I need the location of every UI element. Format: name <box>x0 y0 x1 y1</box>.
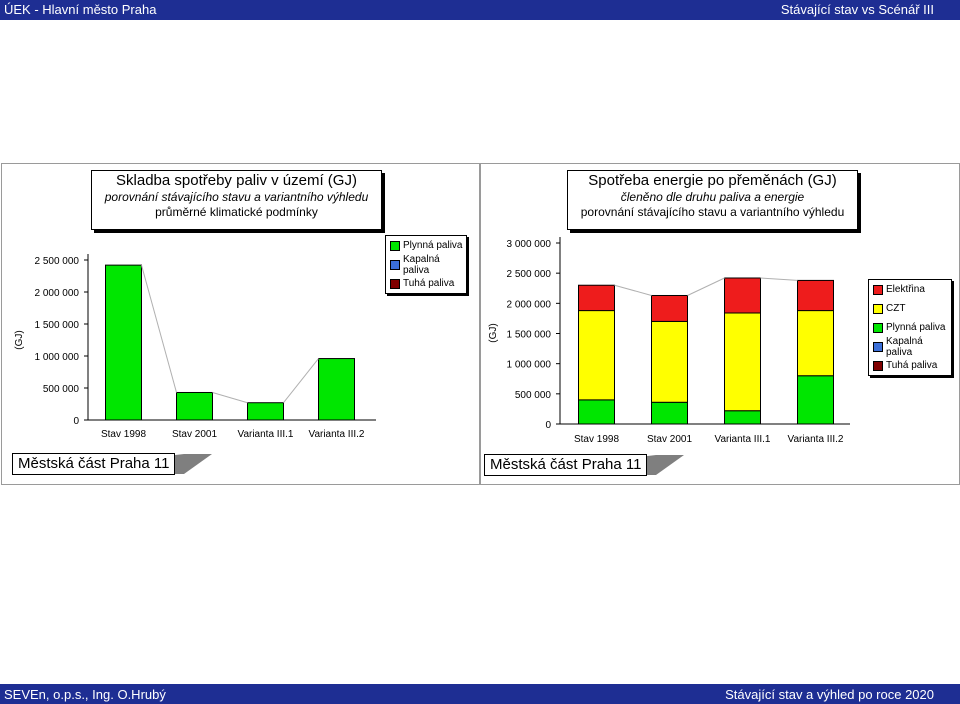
chart-subtitle: porovnání stávajícího stavu a variantníh… <box>104 190 369 204</box>
bar-plynna-paliva <box>578 399 615 425</box>
bar-czt <box>578 310 615 401</box>
energy-after-conversion-panel: (GJ) 0 500 000 1 000 000 1 500 000 2 000 000 2… <box>480 163 960 485</box>
legend-swatch <box>390 259 400 270</box>
legend-item-elektrina: Elektřina <box>869 280 951 299</box>
bar-plynna-paliva <box>105 264 142 421</box>
series-line <box>687 277 725 296</box>
chart-legend: Elektřina CZT Plynná paliva Kapalná paliva T… <box>868 279 952 376</box>
x-category-label: Varianta III.2 <box>309 429 365 440</box>
legend-label: Plynná paliva <box>886 322 946 333</box>
x-category-label: Varianta III.1 <box>715 434 771 445</box>
bar-elektrina <box>797 279 834 312</box>
bar-czt <box>651 320 688 403</box>
footer-bar: SEVEn, o.p.s., Ing. O.Hrubý Stávající st… <box>0 684 960 704</box>
legend-item-plynna-paliva: Plynná paliva <box>386 236 466 255</box>
x-category-label: Stav 2001 <box>172 429 217 440</box>
legend-label: Kapalná paliva <box>886 335 923 358</box>
y-tick-label: 2 500 000 <box>35 256 80 267</box>
bar-plynna-paliva <box>247 402 284 421</box>
legend-item-kapalna-paliva: Kapalná paliva <box>386 253 466 276</box>
header-bar: ÚEK - Hlavní město Praha Stávající stav … <box>0 0 960 20</box>
legend-label: CZT <box>886 303 906 314</box>
bar-elektrina <box>724 277 761 314</box>
legend-swatch <box>873 284 883 295</box>
chart-title-box: Skladba spotřeby paliv v území (GJ) poro… <box>91 170 382 230</box>
legend-swatch <box>873 322 883 333</box>
legend-swatch <box>873 341 883 352</box>
y-tick-label: 3 000 000 <box>507 239 552 250</box>
legend-swatch <box>390 240 400 251</box>
header-scenario: Stávající stav vs Scénář III <box>780 2 934 17</box>
y-tick-label: 2 000 000 <box>35 288 80 299</box>
legend-swatch <box>390 278 400 289</box>
y-tick-label: 1 500 000 <box>35 320 80 331</box>
legend-label: Kapalná paliva <box>403 253 440 276</box>
chart-subtitle: členěno dle druhu paliva a energie <box>620 190 805 204</box>
x-category-label: Stav 1998 <box>101 429 146 440</box>
legend-item-kapalna-paliva: Kapalná paliva <box>869 335 951 358</box>
y-tick-label: 0 <box>73 416 79 427</box>
x-category-label: Stav 2001 <box>647 434 692 445</box>
energy-after-conversion-chart: (GJ) 0 500 000 1 000 000 1 500 000 2 000 000 2… <box>488 237 850 445</box>
y-tick-label: 1 000 000 <box>507 360 552 371</box>
legend-swatch <box>873 303 883 314</box>
bar-czt <box>797 310 834 377</box>
bar-plynna-paliva <box>176 391 213 421</box>
chart-subtitle-2: porovnání stávajícího stavu a variantníh… <box>580 205 845 219</box>
bar-elektrina <box>578 284 615 312</box>
y-tick-label: 500 000 <box>515 390 552 401</box>
fuel-consumption-chart: (GJ) 0 500 000 1 000 000 1 500 000 2 000 000 2… <box>14 254 376 440</box>
legend-item-tuha-paliva: Tuhá paliva <box>869 356 951 375</box>
series-line <box>141 264 177 393</box>
bar-czt <box>724 312 761 412</box>
chart-title: Skladba spotřeby paliv v území (GJ) <box>116 172 357 189</box>
bar-elektrina <box>651 294 688 322</box>
y-tick-label: 1 000 000 <box>35 352 80 363</box>
legend-item-plynna-paliva: Plynná paliva <box>869 318 951 337</box>
series-line <box>614 284 652 296</box>
district-caption-label: Městská část Praha 11 <box>12 453 176 475</box>
bar-plynna-paliva <box>797 375 834 425</box>
district-caption-label: Městská část Praha 11 <box>484 454 648 476</box>
x-category-label: Stav 1998 <box>574 434 619 445</box>
y-tick-label: 2 000 000 <box>507 299 552 310</box>
legend-label: Elektřina <box>886 284 925 295</box>
bar-plynna-paliva <box>724 410 761 425</box>
series-line <box>212 392 248 404</box>
bar-plynna-paliva <box>318 358 355 421</box>
series-line <box>283 358 319 404</box>
x-category-label: Varianta III.2 <box>788 434 844 445</box>
y-tick-label: 500 000 <box>43 384 80 395</box>
chart-legend: Plynná paliva Kapalná paliva Tuhá paliva <box>385 235 467 294</box>
bar-plynna-paliva <box>651 401 688 425</box>
legend-label: Tuhá paliva <box>403 278 455 289</box>
footer-subject: Stávající stav a výhled po roce 2020 <box>725 687 934 702</box>
fuel-consumption-panel: (GJ) 0 500 000 1 000 000 1 500 000 2 000 000 2… <box>1 163 480 485</box>
footer-author: SEVEn, o.p.s., Ing. O.Hrubý <box>4 687 166 702</box>
chart-title: Spotřeba energie po přeměnách (GJ) <box>588 172 837 189</box>
legend-label: Plynná paliva <box>403 240 463 251</box>
legend-item-czt: CZT <box>869 299 951 318</box>
chart-subtitle-2: průměrné klimatické podmínky <box>155 205 318 219</box>
y-tick-label: 1 500 000 <box>507 330 552 341</box>
y-tick-label: 0 <box>545 420 551 431</box>
y-axis-label: (GJ) <box>14 330 25 349</box>
y-tick-label: 2 500 000 <box>507 269 552 280</box>
y-axis-label: (GJ) <box>488 323 499 342</box>
header-title: ÚEK - Hlavní město Praha <box>4 2 157 17</box>
legend-label: Tuhá paliva <box>886 360 938 371</box>
legend-swatch <box>873 360 883 371</box>
x-category-label: Varianta III.1 <box>238 429 294 440</box>
legend-item-tuha-paliva: Tuhá paliva <box>386 274 466 293</box>
chart-title-box: Spotřeba energie po přeměnách (GJ) členě… <box>567 170 858 230</box>
series-line <box>760 277 798 281</box>
